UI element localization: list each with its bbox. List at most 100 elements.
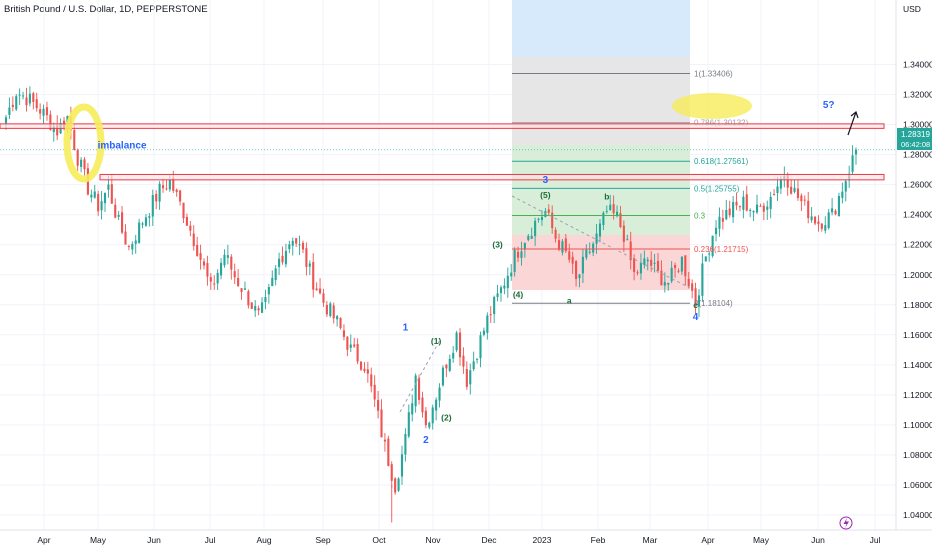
candle-body (182, 202, 185, 219)
candle-body (697, 295, 701, 307)
candle-body (260, 302, 264, 313)
projection-arrow (847, 111, 857, 136)
candle-body (639, 262, 642, 274)
wave-label: 5? (823, 100, 835, 111)
price-tick-label: 1.12000 (903, 390, 932, 400)
candle-body (18, 94, 21, 96)
price-tick-label: 1.04000 (903, 510, 932, 520)
candle-body (837, 196, 840, 217)
fibonacci-tool[interactable] (512, 0, 690, 290)
price-tick-label: 1.20000 (903, 270, 932, 280)
wave-label: 2 (423, 435, 429, 446)
candle-body (49, 114, 52, 130)
wave-label: (5) (540, 190, 551, 200)
current-price-badge: 1.28319 06:42:08 (897, 128, 932, 150)
candle-body (56, 124, 59, 136)
candle-body (226, 255, 229, 258)
candle-body (455, 332, 458, 351)
currency-label: USD (903, 4, 921, 14)
candle-body (32, 93, 35, 102)
candle-body (192, 233, 195, 247)
candle-body (499, 287, 503, 293)
candle-body (735, 201, 738, 206)
candle-body (138, 222, 141, 243)
candle-body (121, 212, 124, 233)
candle-body (752, 210, 755, 213)
candle-body (257, 308, 260, 311)
candle-body (810, 216, 813, 221)
candle-body (435, 399, 438, 411)
candle-body (790, 186, 793, 194)
candle-body (674, 265, 677, 269)
lightning-icon[interactable] (839, 516, 853, 530)
candle-body (380, 409, 383, 438)
candle-body (356, 343, 359, 362)
candle-body (660, 270, 663, 286)
candle-body (704, 256, 707, 262)
candle-body (656, 261, 660, 271)
price-tick-label: 1.26000 (903, 180, 932, 190)
candle-body (175, 189, 178, 193)
candle-body (124, 231, 127, 245)
candle-body (394, 478, 397, 493)
candle-body (523, 242, 526, 249)
price-tick-label: 1.28000 (903, 150, 932, 160)
candle-body (854, 149, 858, 155)
candle-body (759, 205, 762, 207)
candle-body (131, 244, 134, 250)
projection-arrow-head (850, 110, 859, 119)
candle-body (537, 218, 540, 220)
candle-body (387, 438, 390, 466)
fib-zone-red (512, 235, 690, 290)
candle-body (465, 368, 468, 387)
candle-body (404, 433, 407, 455)
candle-body (687, 278, 690, 287)
time-tick-label: Apr (701, 535, 714, 545)
candle-body (284, 250, 287, 265)
candle-body (595, 233, 598, 244)
candle-body (407, 412, 410, 437)
candle-body (342, 330, 346, 337)
candle-body (667, 282, 670, 285)
time-tick-label: Jul (205, 535, 216, 545)
candle-body (80, 159, 83, 167)
zones[interactable] (0, 123, 885, 181)
candle-body (107, 184, 110, 190)
candle-body (462, 355, 465, 367)
candle-body (90, 194, 93, 198)
candle-body (274, 268, 277, 281)
countdown-timer: 06:42:08 (901, 140, 930, 149)
candle-body (209, 277, 212, 282)
fib-levels: 1(1.33406) 0.786(1.30132) 0.618(1.27561) 0.… (512, 69, 749, 308)
candle-body (445, 364, 448, 369)
candle-body (841, 191, 844, 198)
candle-body (25, 97, 28, 106)
price-tick-label: 1.18000 (903, 300, 932, 310)
candle-body (179, 190, 182, 202)
wave-label: imbalance (98, 141, 147, 152)
candle-body (520, 251, 523, 258)
candle-body (564, 238, 567, 252)
candle-body (684, 255, 687, 277)
candle-body (73, 130, 76, 150)
candle-body (202, 261, 206, 266)
time-axis[interactable]: Apr May Jun Jul Aug Sep Oct Nov Dec 2023 Feb Mar Apr… (0, 529, 932, 545)
candle-body (598, 223, 602, 237)
candle-body (288, 244, 291, 250)
candle-body (291, 240, 294, 246)
candle-body (732, 202, 735, 218)
wave-label: 4 (693, 312, 699, 323)
wave-label: (2) (441, 412, 452, 422)
candle-body (486, 315, 489, 333)
candle-body (114, 204, 117, 218)
candle-body (578, 274, 581, 279)
wave-label: (3) (492, 240, 503, 250)
price-axis[interactable]: USD 1.04000 1.06000 1.08000 1.10000 1.12000 1… (895, 0, 932, 530)
candle-body (237, 277, 240, 287)
candle-body (349, 344, 352, 348)
candle-body (813, 216, 817, 224)
candle-body (622, 225, 625, 242)
fib-label-0.382: 0.3 (694, 211, 706, 220)
imbalance-zone (99, 173, 885, 181)
